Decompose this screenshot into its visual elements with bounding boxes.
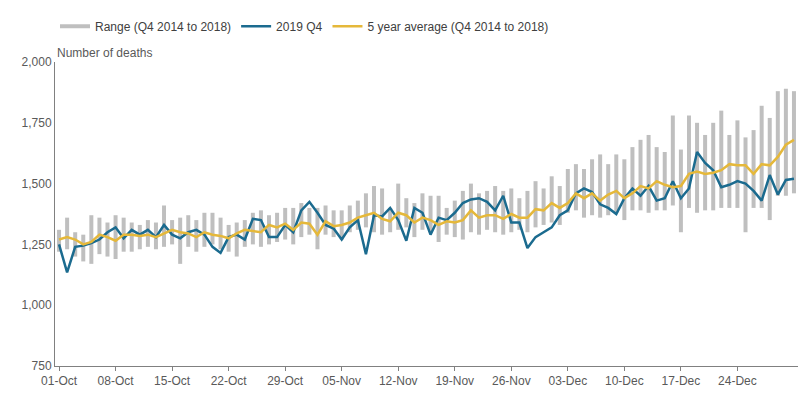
svg-text:03-Dec: 03-Dec [548, 374, 587, 388]
svg-text:05-Nov: 05-Nov [322, 374, 361, 388]
svg-text:2019 Q4: 2019 Q4 [276, 20, 322, 34]
svg-text:08-Oct: 08-Oct [98, 374, 135, 388]
svg-text:17-Dec: 17-Dec [662, 374, 701, 388]
svg-text:12-Nov: 12-Nov [379, 374, 418, 388]
svg-text:10-Dec: 10-Dec [605, 374, 644, 388]
svg-text:750: 750 [32, 359, 52, 373]
svg-text:1,500: 1,500 [22, 177, 52, 191]
svg-text:5 year average (Q4 2014 to 201: 5 year average (Q4 2014 to 2018) [367, 20, 548, 34]
svg-text:29-Oct: 29-Oct [267, 374, 304, 388]
svg-text:15-Oct: 15-Oct [154, 374, 191, 388]
svg-text:1,000: 1,000 [22, 298, 52, 312]
svg-text:01-Oct: 01-Oct [41, 374, 78, 388]
svg-text:24-Dec: 24-Dec [718, 374, 757, 388]
svg-text:1,750: 1,750 [22, 116, 52, 130]
svg-text:19-Nov: 19-Nov [435, 374, 474, 388]
svg-text:22-Oct: 22-Oct [211, 374, 248, 388]
svg-text:2,000: 2,000 [22, 55, 52, 69]
svg-text:Number of deaths: Number of deaths [57, 46, 152, 60]
svg-text:26-Nov: 26-Nov [492, 374, 531, 388]
svg-text:Range (Q4 2014 to 2018): Range (Q4 2014 to 2018) [95, 20, 231, 34]
svg-text:1,250: 1,250 [22, 238, 52, 252]
